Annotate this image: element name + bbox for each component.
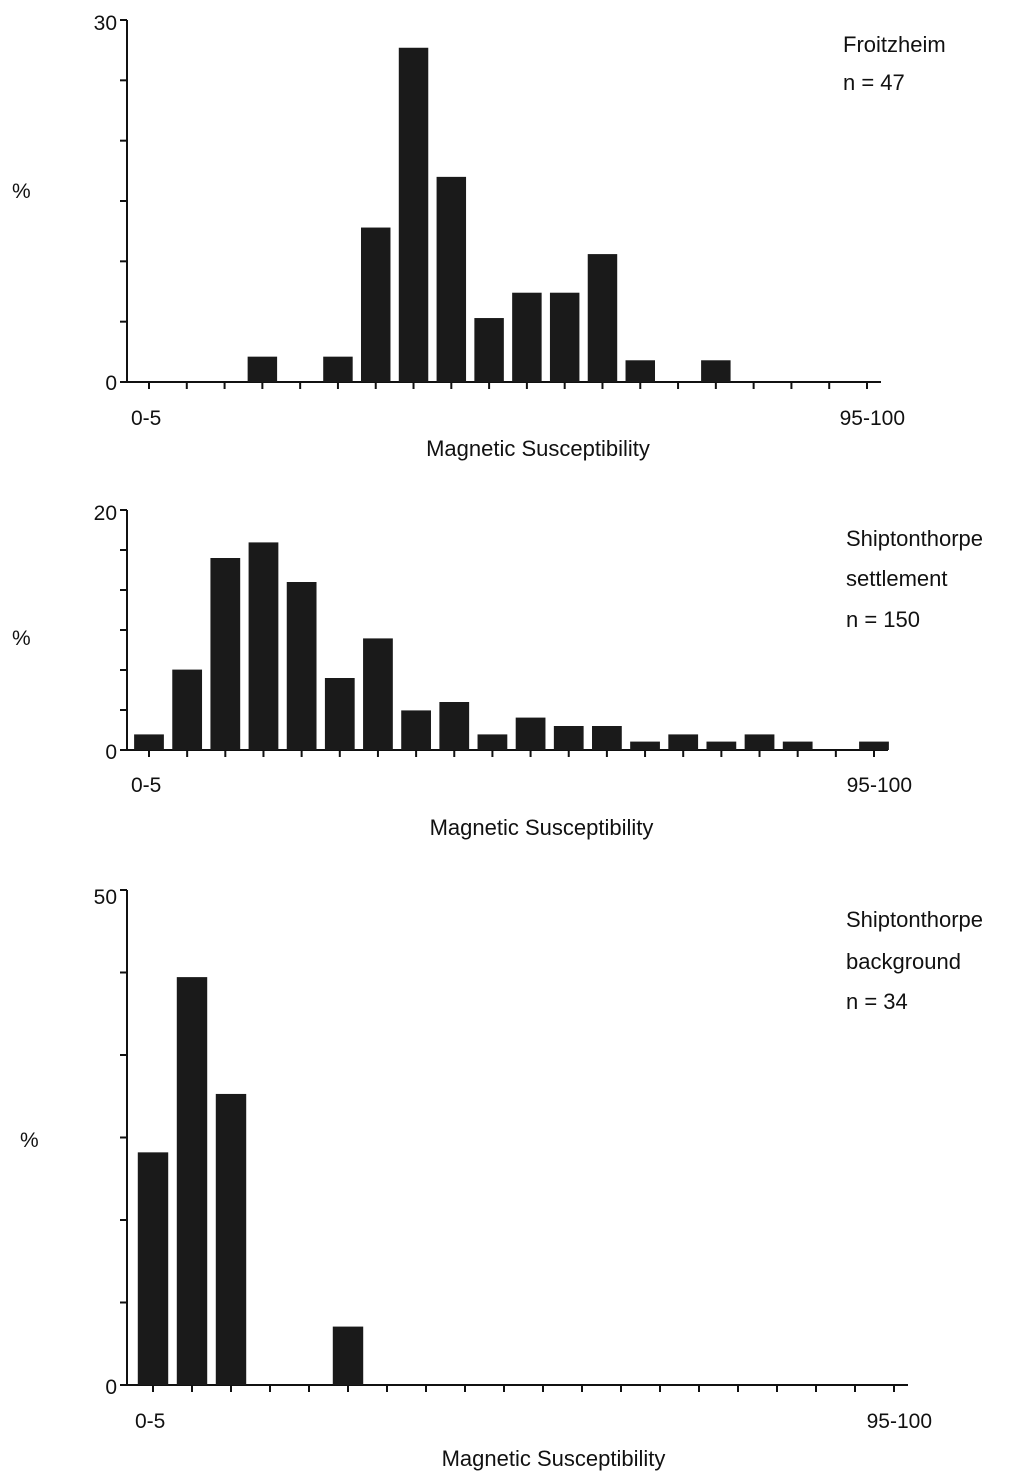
- bar-60-65: [592, 726, 622, 750]
- bar-60-65: [587, 254, 618, 382]
- chart-2: 0 20% 0-5 95-100 Magnetic Susceptibility Ship…: [12, 502, 983, 840]
- legend-line-1: Shiptonthorpe: [846, 907, 983, 932]
- y-axis-label: %: [20, 1129, 39, 1152]
- legend-line-3: n = 34: [846, 989, 908, 1014]
- y-tick-label-min: 0: [105, 1376, 117, 1399]
- x-tick-label-last: 95-100: [867, 1410, 932, 1433]
- x-tick-label-last: 95-100: [847, 774, 912, 797]
- bar-50-55: [512, 292, 542, 382]
- y-axis-label: %: [12, 180, 31, 203]
- y-tick-label-max: 30: [94, 12, 117, 35]
- bar-25-30: [323, 356, 353, 382]
- y-tick-label-max: 20: [94, 502, 117, 525]
- legend-line-3: n = 150: [846, 607, 920, 632]
- bar-55-60: [553, 726, 584, 750]
- bar-0-5: [137, 1152, 169, 1385]
- bar-75-80: [706, 741, 737, 750]
- x-tick-label-first: 0-5: [135, 1410, 165, 1433]
- bar-15-20: [247, 356, 278, 382]
- bar-80-85: [744, 734, 775, 750]
- bar-30-35: [363, 638, 393, 750]
- chart-3: 0 50% 0-5 95-100 Magnetic Susceptibility Ship…: [20, 886, 983, 1471]
- y-axis-label: %: [12, 627, 31, 650]
- legend-line-2: n = 47: [843, 70, 905, 95]
- bar-50-55: [515, 717, 546, 750]
- bar-40-45: [436, 176, 467, 382]
- y-tick-label-min: 0: [105, 372, 117, 395]
- bar-20-25: [286, 582, 317, 750]
- y-tick-label-max: 50: [94, 886, 117, 909]
- bar-85-90: [782, 741, 813, 750]
- legend-line-2: settlement: [846, 566, 948, 591]
- bar-10-15: [215, 1093, 247, 1385]
- bar-25-30: [324, 678, 355, 750]
- x-tick-label-last: 95-100: [840, 407, 905, 430]
- x-tick-label-first: 0-5: [131, 774, 161, 797]
- bar-25-30: [332, 1326, 364, 1385]
- legend-line-2: background: [846, 949, 961, 974]
- y-tick-label-min: 0: [105, 741, 117, 764]
- bar-0-5: [134, 734, 164, 750]
- bar-70-75: [668, 734, 699, 750]
- bar-40-45: [439, 702, 470, 750]
- bar-95-100: [859, 741, 889, 750]
- bar-45-50: [474, 318, 504, 382]
- bar-5-10: [172, 669, 203, 750]
- x-axis-label: Magnetic Susceptibility: [442, 1446, 666, 1471]
- bar-45-50: [477, 734, 508, 750]
- bar-5-10: [176, 977, 208, 1385]
- bar-65-70: [630, 741, 660, 750]
- bar-35-40: [401, 710, 431, 750]
- bar-75-80: [701, 360, 731, 382]
- bar-10-15: [210, 558, 241, 750]
- bar-35-40: [398, 47, 429, 383]
- legend-line-1: Shiptonthorpe: [846, 526, 983, 551]
- x-tick-label-first: 0-5: [131, 407, 161, 430]
- legend-line-1: Froitzheim: [843, 32, 946, 57]
- bar-30-35: [360, 227, 391, 382]
- chart-1: 0 30% 0-5 95-100 Magnetic Susceptibility Froi…: [12, 12, 946, 461]
- bar-65-70: [625, 360, 656, 382]
- x-axis-label: Magnetic Susceptibility: [426, 436, 650, 461]
- bar-55-60: [549, 292, 580, 382]
- bar-15-20: [248, 542, 279, 750]
- x-axis-label: Magnetic Susceptibility: [430, 815, 654, 840]
